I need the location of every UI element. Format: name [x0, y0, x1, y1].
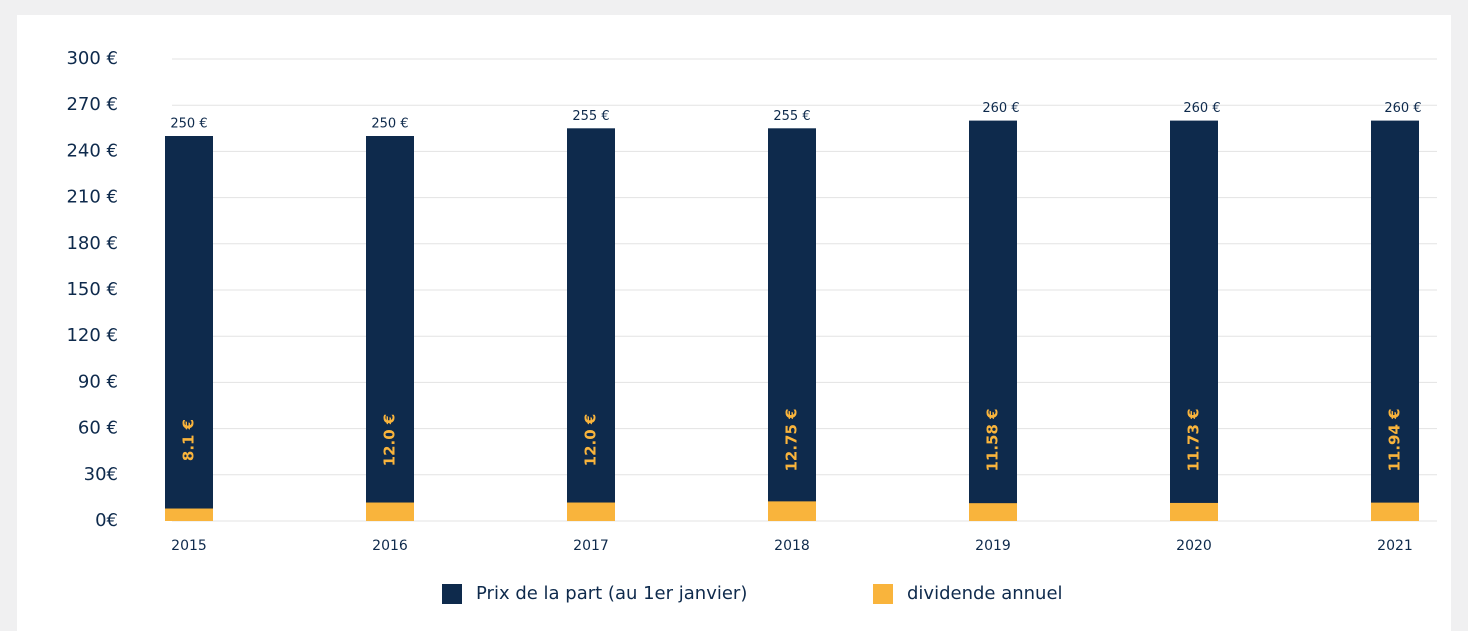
dividend-label: 11.94 € [1386, 408, 1404, 471]
bar [366, 136, 414, 521]
panel [17, 15, 1451, 631]
x-tick-label: 2021 [1377, 538, 1413, 554]
dividend-label: 11.73 € [1185, 408, 1203, 471]
dividend-label: 12.75 € [783, 408, 801, 471]
price-label: 260 € [1183, 101, 1220, 116]
legend-swatch [873, 584, 893, 604]
bar [1371, 502, 1419, 521]
bar [165, 136, 213, 521]
x-tick-label: 2015 [171, 538, 207, 554]
x-tick-label: 2019 [975, 538, 1011, 554]
y-tick-label: 90 € [78, 371, 118, 392]
y-tick-label: 30€ [84, 464, 118, 485]
bar [768, 501, 816, 521]
y-tick-label: 270 € [66, 94, 118, 115]
y-tick-label: 240 € [66, 140, 118, 161]
bar [969, 503, 1017, 521]
price-label: 255 € [572, 109, 609, 124]
bar [366, 502, 414, 521]
price-label: 260 € [982, 101, 1019, 116]
dividend-label: 12.0 € [582, 414, 600, 467]
price-label: 250 € [170, 117, 207, 132]
x-tick-label: 2016 [372, 538, 408, 554]
y-tick-label: 210 € [66, 187, 118, 208]
y-tick-label: 0€ [95, 510, 118, 531]
dividend-label: 11.58 € [984, 408, 1002, 471]
bar [1170, 502, 1218, 521]
bar [1170, 120, 1218, 521]
legend-label: dividende annuel [907, 583, 1063, 604]
price-label: 250 € [371, 117, 408, 132]
x-tick-label: 2017 [573, 538, 609, 554]
price-label: 255 € [773, 109, 810, 124]
dividend-label: 8.1 € [180, 419, 198, 461]
bar [1371, 120, 1419, 521]
bar [969, 120, 1017, 521]
legend-label: Prix de la part (au 1er janvier) [476, 583, 747, 604]
y-tick-label: 60 € [78, 418, 118, 439]
bar [165, 508, 213, 521]
legend-swatch [442, 584, 462, 604]
x-tick-label: 2018 [774, 538, 810, 554]
bar [567, 502, 615, 521]
dividend-label: 12.0 € [381, 414, 399, 467]
y-tick-label: 150 € [66, 279, 118, 300]
x-tick-label: 2020 [1176, 538, 1212, 554]
bar [567, 128, 615, 522]
price-label: 260 € [1384, 101, 1421, 116]
bar [768, 128, 816, 522]
y-tick-label: 300 € [66, 48, 118, 69]
y-tick-label: 120 € [66, 325, 118, 346]
y-tick-label: 180 € [66, 233, 118, 254]
